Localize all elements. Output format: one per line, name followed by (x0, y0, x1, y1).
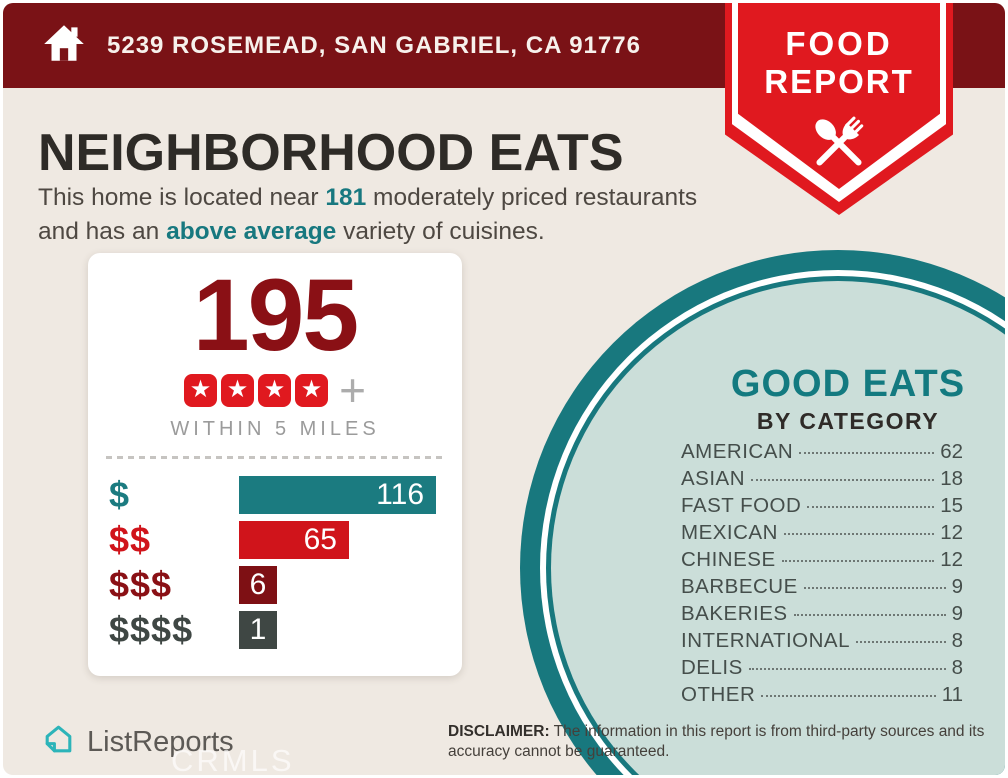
price-bar: 1 (239, 610, 277, 649)
food-report-badge: FOOD REPORT (725, 3, 953, 215)
intro-text-pre: This home is located near (38, 184, 326, 211)
category-row: CHINESE 12 (681, 548, 963, 575)
dotted-leader (748, 668, 946, 670)
category-value: 62 (940, 440, 963, 463)
price-bar: 65 (239, 520, 349, 559)
price-level-label: $ (109, 473, 131, 515)
summary-card: 195 ★ ★ ★ ★ + WITHIN 5 MILES $116 $$ 65 $$$ 6 $$$… (88, 253, 462, 676)
category-value: 12 (940, 548, 963, 571)
star-tile-icon: ★ (258, 373, 292, 407)
category-value: 8 (951, 629, 963, 652)
listreports-logo-icon (40, 721, 77, 763)
intro-sentence: This home is located near 181 moderately… (38, 181, 718, 249)
listreports-brand: ListReports (40, 721, 234, 763)
badge-content: FOOD REPORT (725, 3, 953, 184)
category-label: OTHER (681, 683, 756, 706)
category-label: MEXICAN (681, 521, 778, 544)
category-row: FAST FOOD 15 (681, 494, 963, 521)
spoon-and-fork-icon (725, 107, 953, 184)
price-bar-row: $116 (109, 473, 462, 515)
category-row: OTHER 11 (681, 683, 963, 710)
property-address: 5239 ROSEMEAD, SAN GABRIEL, CA 91776 (107, 31, 641, 59)
good-eats-subtitle: BY CATEGORY (756, 408, 940, 434)
disclaimer-label: DISCLAIMER: (448, 723, 550, 740)
price-bar-row: $$$ 6 (109, 563, 462, 605)
category-row: BAKERIES 9 (681, 602, 963, 629)
restaurant-count: 181 (325, 184, 367, 211)
dashed-divider (106, 455, 444, 459)
price-level-label: $$ (109, 518, 152, 560)
category-value: 9 (951, 575, 963, 598)
category-value: 8 (951, 656, 963, 679)
category-label: DELIS (681, 656, 743, 679)
category-label: BARBECUE (681, 575, 798, 598)
radius-label: WITHIN 5 MILES (170, 417, 380, 440)
category-row: AMERICAN 62 (681, 440, 963, 467)
good-eats-header: GOOD EATS BY CATEGORY (663, 363, 1005, 435)
crmls-watermark: CRMLS (171, 743, 295, 775)
badge-title-line2: REPORT (764, 63, 914, 100)
dotted-leader (781, 560, 935, 562)
price-level-bar-chart: $116 $$ 65 $$$ 6 $$$$ 1 (88, 473, 462, 656)
badge-title-line1: FOOD (785, 25, 893, 62)
category-label: FAST FOOD (681, 494, 802, 517)
dotted-leader (761, 695, 936, 697)
category-value: 12 (940, 521, 963, 544)
category-label: BAKERIES (681, 602, 788, 625)
price-bar-value: 65 (303, 522, 337, 556)
dotted-leader (807, 506, 935, 508)
category-row: MEXICAN 12 (681, 521, 963, 548)
star-tile-icon: ★ (295, 373, 329, 407)
category-row: ASIAN 18 (681, 467, 963, 494)
category-row: DELIS 8 (681, 656, 963, 683)
category-value: 15 (940, 494, 963, 517)
dotted-leader (856, 641, 946, 643)
category-value: 9 (951, 602, 963, 625)
category-row: BARBECUE 9 (681, 575, 963, 602)
category-label: INTERNATIONAL (681, 629, 850, 652)
price-bar: 116 (239, 475, 436, 514)
price-level-label: $$$ (109, 563, 173, 605)
price-level-label: $$$$ (109, 608, 194, 650)
category-value: 11 (941, 683, 963, 706)
variety-highlight: above average (166, 217, 337, 245)
intro-text-mid: moderately priced restaurants and has an (38, 184, 698, 245)
intro-text-post: variety of cuisines. (336, 217, 545, 245)
good-eats-category-list: AMERICAN 62 ASIAN 18 FAST FOOD 15 MEXICAN 12 CHI… (681, 440, 963, 710)
listreports-brand-name: ListReports (87, 725, 234, 758)
house-icon (39, 18, 89, 73)
category-label: CHINESE (681, 548, 776, 571)
price-bar: 6 (239, 565, 277, 604)
disclaimer-text: DISCLAIMER: The information in this repo… (448, 722, 996, 762)
disclaimer-body: The information in this report is from t… (448, 723, 985, 761)
dotted-leader (803, 587, 946, 589)
dotted-leader (751, 479, 935, 481)
price-bar-value: 1 (249, 612, 267, 646)
star-rating: ★ ★ ★ ★ + (184, 363, 366, 416)
star-tile-icon: ★ (221, 373, 255, 407)
dotted-leader (799, 452, 935, 454)
dotted-leader (793, 614, 946, 616)
category-row: INTERNATIONAL 8 (681, 629, 963, 656)
dotted-leader (783, 533, 935, 535)
category-label: AMERICAN (681, 440, 794, 463)
total-restaurants-number: 195 (192, 258, 359, 372)
price-bar-value: 116 (376, 477, 424, 511)
category-label: ASIAN (681, 467, 746, 490)
category-value: 18 (940, 467, 963, 490)
price-bar-row: $$ 65 (109, 518, 462, 560)
price-bar-row: $$$$ 1 (109, 608, 462, 650)
plus-sign: + (339, 363, 366, 416)
page-title: NEIGHBORHOOD EATS (38, 124, 624, 182)
good-eats-title: GOOD EATS (730, 363, 966, 405)
star-tile-icon: ★ (184, 373, 218, 407)
price-bar-value: 6 (249, 567, 267, 601)
report-frame: 5239 ROSEMEAD, SAN GABRIEL, CA 91776 FOO… (3, 3, 1005, 775)
